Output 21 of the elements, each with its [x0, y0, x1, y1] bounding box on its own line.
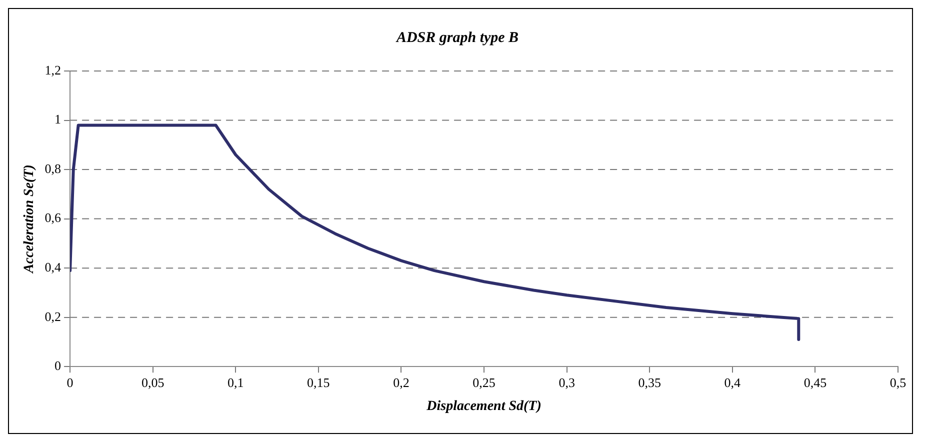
- x-tick-label: 0,05: [141, 374, 164, 390]
- x-axis-title: Displacement Sd(T): [426, 399, 542, 414]
- x-tick-label: 0,3: [558, 374, 575, 390]
- y-tick-label: 0,6: [44, 210, 62, 226]
- x-tick-label: 0: [66, 374, 74, 390]
- x-tick-label: 0,15: [307, 374, 330, 390]
- y-tick-label: 0,4: [44, 259, 62, 274]
- x-tick-label: 0,5: [890, 374, 906, 390]
- y-tick-label: 0,8: [44, 160, 62, 176]
- x-tick-label: 0,4: [724, 374, 742, 390]
- y-axis-title: Acceleration Se(T): [22, 164, 38, 274]
- chart-title: ADSR graph type B: [395, 30, 519, 46]
- x-tick-label: 0,25: [472, 374, 496, 390]
- y-tick-label: 1: [54, 112, 62, 127]
- y-tick-label: 1,2: [44, 62, 62, 78]
- x-tick-label: 0,45: [804, 374, 827, 390]
- x-tick-label: 0,2: [393, 374, 410, 390]
- y-tick-label: 0: [54, 358, 62, 374]
- x-tick-label: 0,1: [228, 374, 244, 390]
- y-tick-label: 0,2: [44, 308, 62, 324]
- x-tick-label: 0,35: [638, 374, 661, 390]
